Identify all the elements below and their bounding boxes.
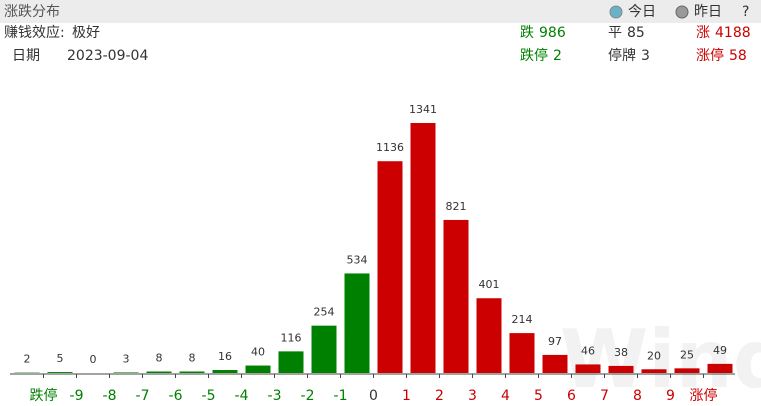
stat-value: 3: [641, 48, 650, 64]
data-label: 1341: [409, 103, 437, 116]
bar: [542, 354, 568, 373]
x-tick-label: -5: [202, 388, 216, 404]
data-label: 8: [156, 352, 163, 365]
x-tick-label: 8: [633, 388, 642, 404]
bar: [674, 368, 700, 373]
x-tick-label: -3: [268, 388, 282, 404]
x-tick-label: -4: [235, 388, 249, 404]
bar: [410, 123, 436, 373]
today-button[interactable]: 今日: [628, 4, 656, 20]
x-tick-label: 2: [435, 388, 444, 404]
x-tick-label: -8: [103, 388, 117, 404]
data-label: 254: [314, 306, 335, 319]
data-label: 1136: [376, 141, 404, 154]
bar: [245, 365, 271, 373]
stat-value: 986: [539, 25, 566, 41]
data-label: 116: [281, 331, 302, 344]
x-tick-label: -6: [169, 388, 183, 404]
data-label: 25: [680, 348, 694, 361]
stat-label: 跌: [520, 25, 534, 41]
header-bar: [0, 0, 761, 23]
bar: [575, 364, 601, 373]
x-tick-label: -2: [301, 388, 315, 404]
bar: [443, 219, 469, 373]
effect-label: 赚钱效应:: [4, 24, 65, 41]
bar: [707, 363, 733, 373]
bar: [179, 371, 205, 373]
header-title: 涨跌分布: [4, 4, 60, 20]
bar: [47, 372, 73, 373]
bar: [278, 351, 304, 373]
bar: [476, 298, 502, 373]
watermark: Wind: [560, 313, 761, 406]
bar: [608, 365, 634, 373]
data-label: 214: [512, 313, 533, 326]
bar: [311, 325, 337, 373]
data-label: 40: [251, 346, 265, 359]
data-label: 16: [218, 350, 232, 363]
data-label: 49: [713, 344, 727, 357]
effect-value: 极好: [72, 25, 100, 41]
data-label: 5: [57, 352, 64, 365]
x-tick-label: 0: [369, 388, 378, 404]
bar: [509, 333, 535, 373]
x-tick-label: -1: [334, 388, 348, 404]
data-label: 534: [347, 253, 368, 266]
stat-label: 停牌: [608, 47, 636, 64]
x-tick-label: 1: [402, 388, 411, 404]
stat-label: 平: [608, 25, 622, 41]
today-icon[interactable]: [609, 5, 623, 19]
x-tick-label: 涨停: [690, 387, 718, 404]
bar: [212, 370, 238, 373]
bar: [113, 372, 139, 373]
data-label: 38: [614, 346, 628, 359]
data-label: 2: [24, 353, 31, 366]
data-label: 8: [189, 352, 196, 365]
x-tick-label: 6: [567, 388, 576, 404]
data-label: 0: [90, 353, 97, 366]
help-button[interactable]: ?: [742, 4, 749, 20]
data-label: 97: [548, 335, 562, 348]
stat-label: 涨: [696, 25, 710, 41]
x-tick-label: 4: [501, 388, 510, 404]
x-tick-label: 9: [666, 388, 675, 404]
x-tick-label: 5: [534, 388, 543, 404]
bar: [377, 161, 403, 373]
bar: [641, 369, 667, 373]
data-label: 821: [446, 200, 467, 213]
data-label: 46: [581, 344, 595, 357]
yesterday-icon[interactable]: [675, 5, 689, 19]
stat-label: 涨停: [696, 47, 724, 64]
yesterday-button[interactable]: 昨日: [694, 4, 722, 20]
x-tick-label: 跌停: [30, 387, 58, 404]
date-label: 日期: [12, 48, 40, 64]
data-label: 401: [479, 278, 500, 291]
x-tick-label: 3: [468, 388, 477, 404]
stat-label: 跌停: [520, 47, 548, 64]
data-label: 20: [647, 349, 661, 362]
date: 2023-09-04: [67, 48, 148, 64]
data-label: 3: [123, 352, 130, 365]
stat-value: 4188: [715, 25, 751, 41]
stat-value: 58: [729, 48, 747, 64]
x-tick-label: -9: [70, 388, 84, 404]
bar: [146, 371, 172, 373]
x-tick-label: -7: [136, 388, 150, 404]
bar: [344, 273, 370, 373]
stat-value: 85: [627, 25, 645, 41]
stat-value: 2: [553, 48, 562, 64]
x-tick-label: 7: [600, 388, 609, 404]
